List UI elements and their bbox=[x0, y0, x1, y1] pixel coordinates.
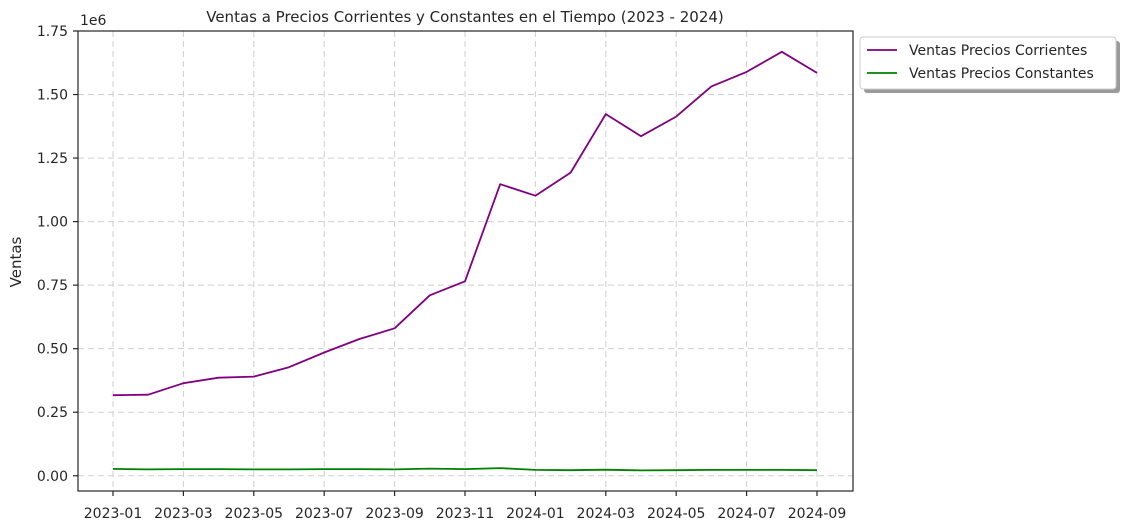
x-tick-label: 2024-01 bbox=[506, 506, 565, 522]
x-tick-label: 2023-09 bbox=[365, 506, 424, 522]
y-tick-label: 1.00 bbox=[37, 215, 68, 231]
x-tick-label: 2023-05 bbox=[225, 506, 284, 522]
y-tick-label: 0.25 bbox=[37, 405, 68, 421]
x-tick-label: 2023-11 bbox=[436, 506, 495, 522]
series-line-corrientes bbox=[112, 50, 818, 397]
y-tick-label: 0.75 bbox=[37, 278, 68, 294]
legend-box bbox=[859, 36, 1117, 90]
grid-lines bbox=[78, 30, 853, 491]
x-tick-label: 2023-07 bbox=[295, 506, 354, 522]
x-tick-label: 2023-01 bbox=[84, 506, 143, 522]
y-axis-label: Ventas bbox=[7, 236, 25, 287]
series-lines bbox=[112, 50, 818, 472]
y-tick-label: 0.00 bbox=[37, 469, 68, 485]
series-line-constantes bbox=[112, 467, 818, 472]
x-tick-label: 2023-03 bbox=[154, 506, 213, 522]
y-offset-label: 1e6 bbox=[80, 13, 107, 29]
y-tick-label: 1.75 bbox=[37, 24, 68, 40]
y-tick-label: 1.50 bbox=[37, 88, 68, 104]
x-tick-label: 2024-09 bbox=[788, 506, 847, 522]
y-tick-label: 1.25 bbox=[37, 151, 68, 167]
x-tick-label: 2024-03 bbox=[577, 506, 636, 522]
y-axis: 0.00 0.25 0.50 0.75 1.00 1.25 1.50 1.75 bbox=[37, 24, 78, 485]
chart-title: Ventas a Precios Corrientes y Constantes… bbox=[206, 8, 724, 26]
legend-label: Ventas Precios Corrientes bbox=[909, 43, 1087, 59]
x-tick-label: 2024-07 bbox=[717, 506, 776, 522]
legend: Ventas Precios Corrientes Ventas Precios … bbox=[859, 36, 1120, 93]
y-tick-label: 0.50 bbox=[37, 342, 68, 358]
x-tick-label: 2024-05 bbox=[647, 506, 706, 522]
x-axis: 2023-01 2023-03 2023-05 2023-07 2023-09 2023-… bbox=[84, 491, 847, 522]
legend-label: Ventas Precios Constantes bbox=[909, 66, 1094, 82]
